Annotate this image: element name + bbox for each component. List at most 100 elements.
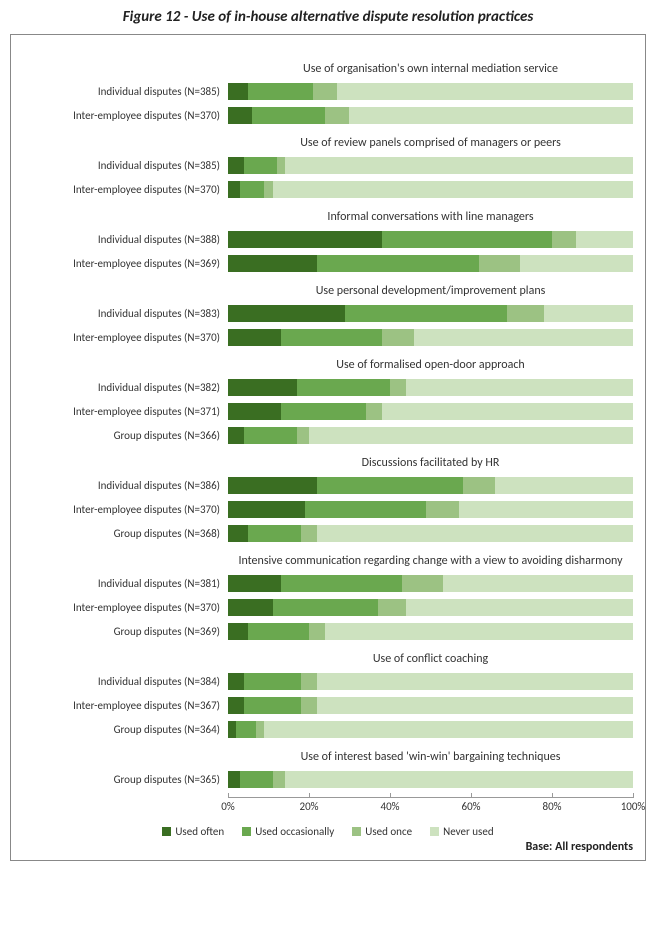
legend-label: Never used (443, 825, 494, 838)
bar-segment (495, 477, 633, 494)
row-label: Individual disputes (N=385) (23, 85, 228, 98)
row-label: Inter-employee disputes (N=370) (23, 503, 228, 516)
bar-row: Individual disputes (N=388) (23, 227, 633, 251)
bar-segment (228, 673, 244, 690)
group-header: Use of organisation's own internal media… (23, 59, 633, 79)
bar-segment (406, 599, 633, 616)
bar-row: Group disputes (N=365) (23, 767, 633, 791)
bar-segment (244, 427, 297, 444)
bar-segment (244, 673, 301, 690)
bar-segment (479, 255, 520, 272)
group-title-text: Discussions facilitated by HR (228, 454, 633, 472)
bar-track (228, 427, 633, 444)
row-label: Inter-employee disputes (N=370) (23, 601, 228, 614)
bar-segment (576, 231, 633, 248)
bar-track (228, 721, 633, 738)
bar-track (228, 525, 633, 542)
group-title-text: Use of formalised open-door approach (228, 356, 633, 374)
bar-segment (228, 501, 305, 518)
axis-tick-label: 80% (542, 800, 561, 813)
bar-segment (325, 107, 349, 124)
bar-segment (228, 329, 281, 346)
row-label: Individual disputes (N=385) (23, 159, 228, 172)
bar-segment (301, 673, 317, 690)
bar-row: Individual disputes (N=381) (23, 571, 633, 595)
bar-segment (297, 379, 390, 396)
bar-track (228, 673, 633, 690)
bar-segment (301, 525, 317, 542)
row-label: Group disputes (N=368) (23, 527, 228, 540)
bar-row: Inter-employee disputes (N=370) (23, 497, 633, 521)
bar-segment (426, 501, 458, 518)
legend-item: Used once (352, 825, 412, 838)
x-axis-row: 0%20%40%60%80%100% (23, 797, 633, 821)
row-label: Inter-employee disputes (N=370) (23, 183, 228, 196)
bar-segment (297, 427, 309, 444)
axis-tick-label: 40% (380, 800, 399, 813)
group-title-text: Use of organisation's own internal media… (228, 60, 633, 78)
bar-segment (244, 697, 301, 714)
bar-segment (256, 721, 264, 738)
bar-segment (382, 403, 633, 420)
bar-segment (228, 305, 345, 322)
row-label: Individual disputes (N=384) (23, 675, 228, 688)
group-title: Use of interest based 'win-win' bargaini… (228, 748, 633, 766)
chart-group: Use of interest based 'win-win' bargaini… (23, 747, 633, 791)
group-title-text: Use of conflict coaching (228, 650, 633, 668)
bar-track (228, 403, 633, 420)
group-title-text: Informal conversations with line manager… (228, 208, 633, 226)
row-label: Inter-employee disputes (N=367) (23, 699, 228, 712)
legend: Used often Used occasionally Used once Neve… (23, 825, 633, 838)
bar-segment (317, 673, 633, 690)
bar-track (228, 157, 633, 174)
bar-segment (228, 107, 252, 124)
bar-track (228, 623, 633, 640)
bar-segment (281, 329, 382, 346)
bar-segment (544, 305, 633, 322)
bar-track (228, 771, 633, 788)
bar-row: Inter-employee disputes (N=369) (23, 251, 633, 275)
legend-item: Used occasionally (242, 825, 334, 838)
bar-track (228, 83, 633, 100)
bar-segment (281, 403, 366, 420)
row-label: Individual disputes (N=382) (23, 381, 228, 394)
bar-row: Individual disputes (N=386) (23, 473, 633, 497)
plot-frame: Use of organisation's own internal media… (10, 34, 646, 861)
chart-group: Discussions facilitated by HRIndividual … (23, 453, 633, 545)
bar-track (228, 329, 633, 346)
bar-segment (252, 107, 325, 124)
bar-segment (301, 697, 317, 714)
bar-segment (317, 525, 633, 542)
bar-segment (382, 231, 552, 248)
bar-track (228, 107, 633, 124)
legend-item: Never used (430, 825, 494, 838)
group-title: Discussions facilitated by HR (228, 454, 633, 472)
bar-segment (228, 771, 240, 788)
bar-track (228, 231, 633, 248)
row-label: Inter-employee disputes (N=371) (23, 405, 228, 418)
group-header: Use of interest based 'win-win' bargaini… (23, 747, 633, 767)
bar-row: Inter-employee disputes (N=370) (23, 595, 633, 619)
bar-segment (228, 525, 248, 542)
row-label: Individual disputes (N=383) (23, 307, 228, 320)
legend-label: Used often (175, 825, 224, 838)
group-title: Use of formalised open-door approach (228, 356, 633, 374)
bar-segment (305, 501, 427, 518)
bar-segment (337, 83, 633, 100)
group-title-text: Use personal development/improvement pla… (228, 282, 633, 300)
chart-group: Use personal development/improvement pla… (23, 281, 633, 349)
group-title: Use of conflict coaching (228, 650, 633, 668)
bar-segment (228, 623, 248, 640)
group-title: Informal conversations with line manager… (228, 208, 633, 226)
bar-segment (317, 697, 633, 714)
axis-tick (309, 793, 310, 798)
row-label: Group disputes (N=366) (23, 429, 228, 442)
bar-row: Group disputes (N=366) (23, 423, 633, 447)
axis-tick (552, 793, 553, 798)
axis-tick (228, 793, 229, 798)
chart-group: Informal conversations with line manager… (23, 207, 633, 275)
bar-segment (443, 575, 633, 592)
bar-segment (236, 721, 256, 738)
bar-row: Inter-employee disputes (N=370) (23, 325, 633, 349)
bar-segment (414, 329, 633, 346)
